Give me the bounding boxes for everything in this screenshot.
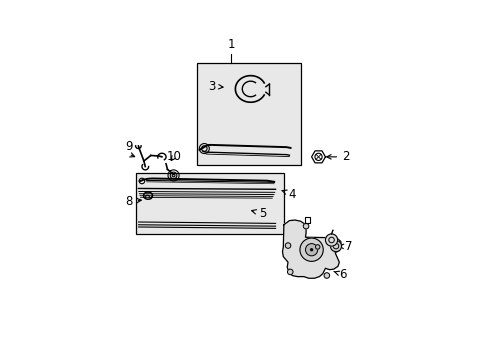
Text: 6: 6 [333,268,346,281]
Circle shape [324,273,329,278]
Circle shape [299,238,323,261]
Circle shape [330,240,341,252]
Bar [135,174,284,234]
Bar [196,63,300,165]
Text: 1: 1 [227,38,234,51]
Text: 9: 9 [124,140,132,153]
Circle shape [303,223,308,229]
Text: 2: 2 [326,150,349,163]
Text: 3: 3 [208,80,223,93]
Circle shape [315,245,319,249]
Circle shape [287,269,292,275]
Circle shape [325,234,337,246]
Text: 4: 4 [282,188,295,201]
Text: 7: 7 [338,240,352,253]
Circle shape [305,244,317,256]
Polygon shape [282,220,341,278]
Text: 8: 8 [125,195,141,208]
Text: 10: 10 [166,150,181,163]
Circle shape [309,248,313,251]
Circle shape [285,243,290,248]
Text: 5: 5 [251,207,266,220]
